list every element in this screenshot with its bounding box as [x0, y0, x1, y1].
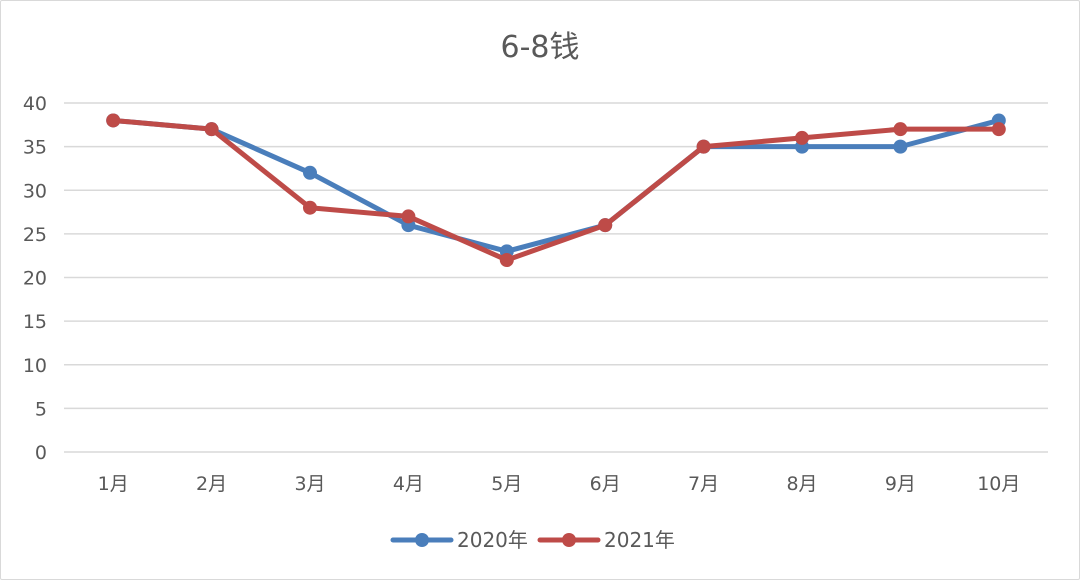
x-axis-ticks: 1月 2月 3月 4月 5月 6月 7月 8月 9月 10月	[98, 473, 1021, 495]
legend: 2020年 2021年	[390, 528, 675, 552]
legend-item: 2020年	[390, 528, 528, 552]
x-tick-label: 9月	[885, 473, 916, 495]
data-point	[696, 139, 711, 154]
x-tick-label: 7月	[688, 473, 719, 495]
y-tick-label: 5	[35, 398, 47, 420]
x-tick-label: 3月	[294, 473, 325, 495]
y-tick-label: 0	[35, 442, 47, 464]
data-point	[893, 122, 908, 137]
x-tick-label: 1月	[98, 473, 129, 495]
series-line	[110, 117, 1002, 263]
legend-label: 2020年	[457, 528, 528, 552]
x-tick-label: 6月	[590, 473, 621, 495]
y-tick-label: 30	[23, 180, 47, 202]
y-tick-label: 20	[23, 268, 47, 290]
x-tick-label: 2月	[196, 473, 227, 495]
series-line	[110, 117, 1002, 254]
y-tick-label: 15	[23, 311, 47, 333]
y-tick-label: 40	[23, 93, 47, 115]
y-tick-label: 35	[23, 137, 47, 159]
series-lines	[106, 113, 1006, 268]
data-point	[106, 113, 121, 128]
data-point	[401, 209, 416, 224]
data-point	[598, 218, 613, 233]
legend-marker	[562, 533, 576, 547]
y-axis-ticks: 0 5 10 15 20 25 30 35 40	[23, 93, 47, 464]
legend-label: 2021年	[604, 528, 675, 552]
x-tick-label: 5月	[491, 473, 522, 495]
data-point	[991, 122, 1006, 137]
gridlines	[64, 102, 1048, 453]
data-point	[303, 165, 317, 180]
y-tick-label: 10	[23, 355, 47, 377]
legend-marker	[415, 533, 429, 547]
data-point	[499, 253, 514, 268]
x-tick-label: 4月	[393, 473, 424, 495]
x-tick-label: 8月	[786, 473, 817, 495]
data-point	[795, 130, 809, 145]
data-point	[303, 200, 317, 215]
data-point	[204, 122, 219, 137]
series-1	[106, 113, 1006, 259]
chart-title: 6-8钱	[501, 30, 580, 65]
series-2	[106, 113, 1006, 268]
data-point	[893, 139, 908, 154]
x-tick-label: 10月	[977, 473, 1020, 495]
y-tick-label: 25	[23, 224, 47, 246]
legend-item: 2021年	[537, 528, 675, 552]
